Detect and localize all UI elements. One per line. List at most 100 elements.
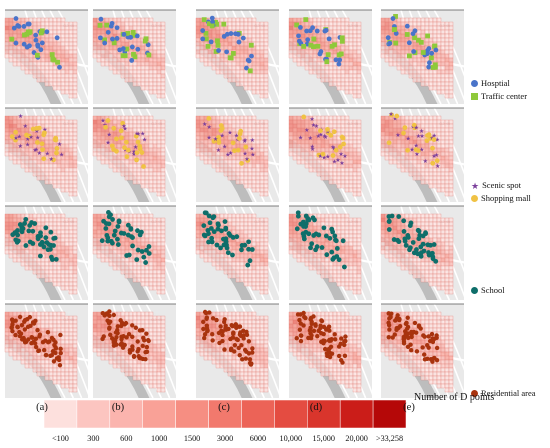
density-cell — [444, 85, 450, 91]
density-cell — [308, 225, 314, 231]
density-cell — [400, 65, 406, 71]
density-cell — [344, 21, 350, 27]
density-cell — [48, 311, 54, 317]
density-cell — [195, 115, 201, 121]
density-cell — [4, 245, 10, 251]
density-cell — [124, 159, 130, 165]
density-cell — [96, 229, 102, 235]
density-cell — [52, 77, 58, 83]
density-cell — [156, 29, 162, 35]
density-cell — [140, 171, 146, 177]
density-cell — [263, 45, 269, 51]
density-cell — [148, 33, 154, 39]
shopping-mall-marker — [41, 130, 47, 136]
density-cell — [448, 45, 454, 51]
density-cell — [140, 281, 146, 287]
density-cell — [156, 25, 162, 31]
density-cell — [304, 249, 310, 255]
density-cell — [56, 17, 62, 23]
density-cell — [156, 265, 162, 271]
density-cell — [440, 233, 446, 239]
density-cell — [28, 167, 34, 173]
density-cell — [136, 163, 142, 169]
density-cell — [324, 175, 330, 181]
density-cell — [64, 21, 70, 27]
density-cell — [259, 167, 265, 173]
density-cell — [380, 45, 386, 51]
density-cell — [448, 147, 454, 153]
density-cell — [48, 65, 54, 71]
density-cell — [144, 221, 150, 227]
scenic-spot-marker: ★ — [304, 127, 309, 134]
map-panel: G2·45 — [4, 9, 99, 105]
school-marker — [306, 217, 312, 223]
density-cell — [100, 249, 106, 255]
density-cell — [235, 45, 241, 51]
school-marker — [334, 246, 340, 251]
density-cell — [227, 143, 233, 149]
density-cell — [215, 115, 221, 121]
density-cell — [148, 65, 154, 71]
density-cell — [344, 249, 350, 255]
density-cell — [348, 127, 354, 133]
density-cell — [404, 143, 410, 149]
density-cell — [243, 127, 249, 133]
density-cell — [219, 159, 225, 165]
density-cell — [436, 179, 442, 185]
density-cell — [28, 53, 34, 59]
density-cell — [251, 261, 257, 267]
density-cell — [296, 151, 302, 157]
density-cell — [380, 49, 386, 55]
density-cell — [420, 213, 426, 219]
density-cell — [243, 25, 249, 31]
traffic-center-marker — [425, 33, 431, 39]
density-cell — [348, 77, 354, 83]
density-cell — [64, 159, 70, 165]
hosptial-marker — [224, 49, 230, 55]
density-cell — [296, 119, 302, 125]
density-cell — [112, 119, 118, 125]
density-cell — [92, 147, 98, 153]
hosptial-marker — [97, 35, 103, 41]
density-cell — [356, 29, 362, 35]
traffic-center-marker — [393, 40, 399, 46]
density-cell — [416, 217, 422, 223]
density-cell — [40, 257, 46, 263]
density-cell — [48, 127, 54, 133]
density-cell — [312, 57, 318, 63]
density-cell — [160, 241, 166, 247]
school-marker — [144, 247, 149, 253]
density-cell — [28, 37, 34, 43]
density-cell — [392, 53, 398, 59]
density-cell — [247, 183, 253, 189]
density-cell — [64, 285, 70, 291]
density-cell — [148, 151, 154, 157]
density-cell — [24, 61, 30, 67]
density-cell — [388, 233, 394, 239]
density-cell — [128, 73, 134, 79]
density-cell — [156, 159, 162, 165]
density-cell — [28, 249, 34, 255]
density-cell — [396, 127, 402, 133]
density-cell — [44, 143, 50, 149]
shopping-mall-marker — [53, 137, 59, 143]
density-cell — [32, 261, 38, 267]
density-cell — [100, 61, 106, 67]
density-cell — [255, 21, 261, 27]
density-cell — [348, 143, 354, 149]
density-cell — [292, 217, 298, 223]
density-cell — [396, 249, 402, 255]
density-cell — [440, 151, 446, 157]
density-cell — [420, 273, 426, 279]
density-cell — [195, 237, 201, 243]
density-cell — [356, 37, 362, 43]
density-cell — [64, 221, 70, 227]
density-cell — [356, 221, 362, 227]
density-cell — [344, 229, 350, 235]
density-cell — [72, 245, 78, 251]
density-cell — [255, 41, 261, 47]
density-cell — [300, 53, 306, 59]
density-cell — [444, 49, 450, 55]
shopping-mall-marker — [13, 129, 19, 135]
density-cell — [420, 119, 426, 125]
